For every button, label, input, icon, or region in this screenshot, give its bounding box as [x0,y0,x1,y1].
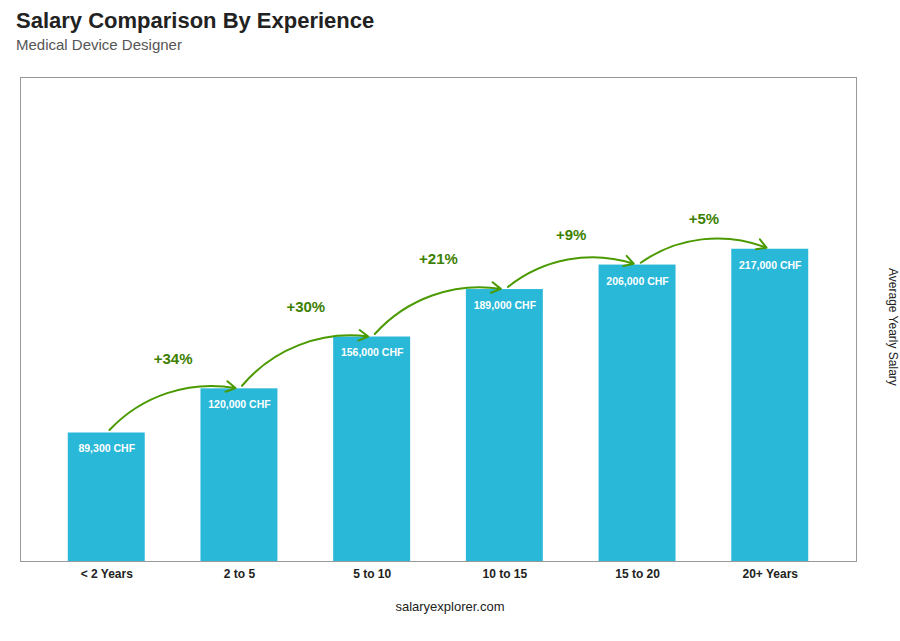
svg-text:< 2 Years: < 2 Years [81,567,133,581]
svg-text:156,000 CHF: 156,000 CHF [341,346,404,358]
svg-text:206,000 CHF: 206,000 CHF [606,275,669,287]
html-text:Average Yearly Salary: Average Yearly Salary [886,268,900,386]
svg-text:+9%: +9% [556,226,586,243]
svg-text:89,300 CHF: 89,300 CHF [78,442,135,454]
html-text:Salary Comparison By Experienc: Salary Comparison By Experience [16,8,375,33]
html-text:salaryexplorer.com: salaryexplorer.com [395,599,505,614]
svg-text:5 to 10: 5 to 10 [353,567,391,581]
svg-text:2 to 5: 2 to 5 [224,567,256,581]
svg-text:20+ Years: 20+ Years [742,567,798,581]
html-text:Medical Device Designer: Medical Device Designer [16,36,182,53]
svg-text:10 to 15: 10 to 15 [482,567,527,581]
svg-text:15 to 20: 15 to 20 [615,567,660,581]
svg-text:+34%: +34% [154,350,193,367]
svg-text:+30%: +30% [286,298,325,315]
svg-text:189,000 CHF: 189,000 CHF [474,299,537,311]
svg-text:+21%: +21% [419,250,458,267]
svg-text:+5%: +5% [689,210,719,227]
svg-text:217,000 CHF: 217,000 CHF [739,259,802,271]
svg-text:120,000 CHF: 120,000 CHF [208,398,271,410]
